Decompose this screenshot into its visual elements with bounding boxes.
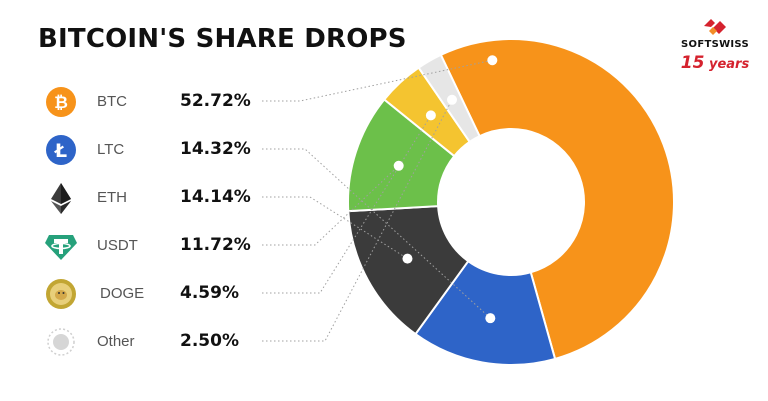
legend-row-usdt: USDT 11.72% xyxy=(0,226,300,266)
leader-line-btc xyxy=(262,59,493,102)
brand-years-word: years xyxy=(708,57,750,72)
legend-label: BTC xyxy=(97,93,127,110)
slice-marker-ltc xyxy=(485,313,496,324)
legend-row-doge: DOGE 4.59% xyxy=(0,274,300,314)
bitcoin-icon: ₿ xyxy=(44,85,78,119)
leader-line-other xyxy=(262,99,453,342)
brand-years: 15 years xyxy=(670,53,760,73)
legend-row-ltc: Ł LTC 14.32% xyxy=(0,130,300,170)
legend-value: 11.72% xyxy=(180,235,251,255)
legend-label: ETH xyxy=(97,189,127,206)
legend-value: 4.59% xyxy=(180,283,239,303)
legend-label: Other xyxy=(97,333,135,350)
brand-block: SOFTSWISS 15 years xyxy=(670,14,760,73)
legend-label: DOGE xyxy=(100,285,145,302)
legend-label: LTC xyxy=(97,141,125,158)
other-dot-icon xyxy=(44,325,78,359)
legend-value: 14.14% xyxy=(180,187,251,207)
slice-marker-usdt xyxy=(393,160,404,171)
slice-marker-btc xyxy=(487,55,498,66)
slice-marker-doge xyxy=(425,110,436,121)
legend-label: USDT xyxy=(97,237,138,254)
brand-name: SOFTSWISS xyxy=(681,39,749,50)
chart-title: BITCOIN'S SHARE DROPS xyxy=(38,24,407,54)
legend-value: 52.72% xyxy=(180,91,251,111)
tether-icon xyxy=(44,229,78,263)
svg-text:Ł: Ł xyxy=(54,140,67,162)
slice-marker-eth xyxy=(402,253,413,264)
softswiss-logo-icon xyxy=(704,19,726,35)
legend-row-other: Other 2.50% xyxy=(0,322,300,362)
litecoin-icon: Ł xyxy=(44,133,78,167)
dogecoin-icon xyxy=(44,277,78,311)
leader-line-eth xyxy=(262,196,408,260)
svg-text:₿: ₿ xyxy=(54,93,68,113)
legend-value: 14.32% xyxy=(180,139,251,159)
donut-slice-btc xyxy=(439,38,676,361)
legend-row-eth: ETH 14.14% xyxy=(0,178,300,218)
ethereum-icon xyxy=(44,181,78,215)
slice-marker-other xyxy=(446,94,457,105)
legend-row-btc: ₿ BTC 52.72% xyxy=(0,82,300,122)
legend-value: 2.50% xyxy=(180,331,239,351)
leader-line-usdt xyxy=(262,165,400,246)
brand-years-number: 15 xyxy=(680,53,705,73)
